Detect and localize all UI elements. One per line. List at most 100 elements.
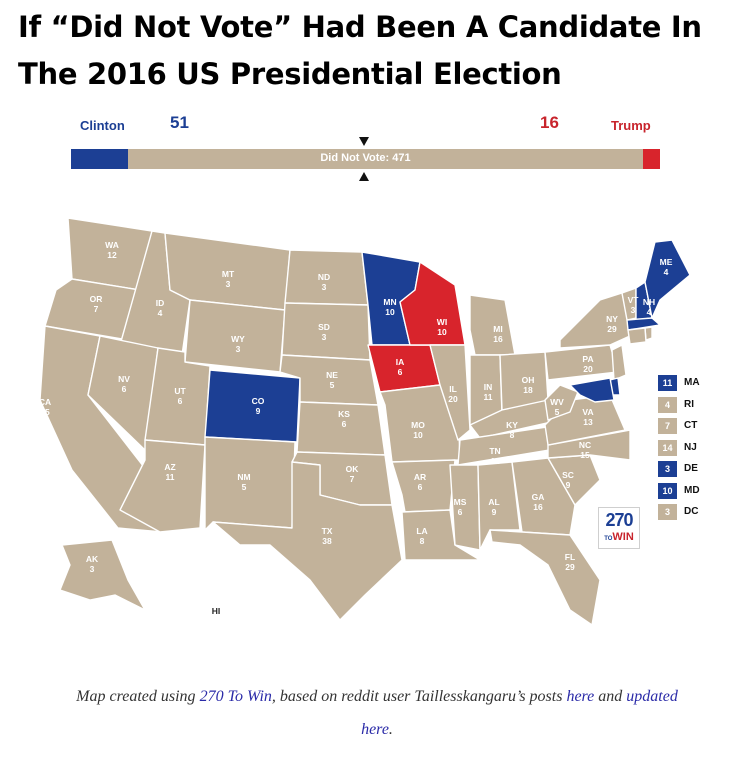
state-label-sd: SD 3 <box>318 322 330 342</box>
caption-middle: , based on reddit user Taillesskangaru’s… <box>271 688 567 705</box>
state-la[interactable] <box>401 509 481 561</box>
legend-ev-ct: 7 <box>658 418 677 434</box>
clinton-electoral-votes: 51 <box>170 113 189 132</box>
legend-ev-dc: 3 <box>658 504 677 520</box>
legend-row-nj[interactable]: 14 NJ <box>658 439 718 458</box>
logo-number: 270 <box>605 510 633 530</box>
state-label-wa: WA 12 <box>105 240 119 260</box>
state-label-tn: TN 11 <box>489 446 500 466</box>
us-map: WA 12 OR 7 CA 55 ID 4 NV 6 MT 3 WY 3 UT 6 AZ 11 CO 9 NM 5 ND 3 S… <box>39 217 691 626</box>
state-ct[interactable] <box>627 327 647 345</box>
state-label-nc: NC 15 <box>579 440 591 460</box>
legend-label-md: MD <box>684 484 700 496</box>
state-md[interactable] <box>569 377 615 403</box>
state-label-wv: WV 5 <box>550 397 564 417</box>
state-label-nm: NM 5 <box>237 472 250 492</box>
state-nj[interactable] <box>611 344 627 381</box>
legend-ev-nj: 14 <box>658 439 677 456</box>
state-wi[interactable] <box>399 261 466 346</box>
state-label-la: LA 8 <box>416 526 427 546</box>
midpoint-marker-top-icon <box>359 137 369 146</box>
title-line-1: If “Did Not Vote” Had Been A Candidate I… <box>18 10 702 44</box>
state-nc[interactable] <box>547 429 631 461</box>
state-label-ky: KY 8 <box>506 420 518 440</box>
link-here[interactable]: here <box>566 688 595 705</box>
state-label-fl: FL 29 <box>565 552 575 572</box>
caption-and: and <box>594 688 627 705</box>
legend-ev-ri: 4 <box>658 396 677 413</box>
state-label-vt: VT 3 <box>628 295 640 315</box>
legend-row-ct[interactable]: 7 CT <box>658 418 718 436</box>
state-nm[interactable] <box>204 436 296 531</box>
state-label-nh: NH 4 <box>643 297 655 317</box>
270-to-win-logo: 270 TOWIN <box>598 507 640 549</box>
state-label-il: IL 20 <box>448 384 458 404</box>
state-label-va: VA 13 <box>582 407 593 427</box>
state-label-nd: ND 3 <box>318 272 330 292</box>
state-label-ok: OK 7 <box>346 464 360 484</box>
link-here-2[interactable]: here <box>361 721 389 738</box>
legend-label-ct: CT <box>684 420 698 431</box>
state-label-ut: UT 6 <box>174 386 186 406</box>
state-label-in: IN 11 <box>484 382 493 402</box>
state-label-hi: HI <box>212 606 221 616</box>
legend-ev-ma: 11 <box>658 375 677 391</box>
state-label-al: AL 9 <box>488 497 499 517</box>
state-label-ak: AK 3 <box>86 554 99 574</box>
state-label-wi: WI 10 <box>437 317 447 337</box>
legend-row-de[interactable]: 3 DE <box>658 461 718 479</box>
logo-small: TO <box>604 536 613 542</box>
chart-title: If “Did Not Vote” Had Been A Candidate I… <box>18 4 748 98</box>
state-ar[interactable] <box>391 459 456 513</box>
state-label-co: CO 9 <box>252 396 265 416</box>
state-label-nv: NV 6 <box>118 374 130 394</box>
state-ny[interactable] <box>559 292 633 349</box>
legend-label-de: DE <box>684 463 698 474</box>
state-fl[interactable] <box>489 529 601 626</box>
state-label-mi: MI 16 <box>493 324 503 344</box>
state-ga[interactable] <box>511 457 576 536</box>
state-label-ny: NY 29 <box>606 314 618 334</box>
map-caption: Map created using 270 To Win, based on r… <box>10 680 744 746</box>
state-wv[interactable] <box>544 384 579 421</box>
bar-label-did-not-vote: Did Not Vote: 471 <box>320 152 411 164</box>
state-label-mt: MT 3 <box>222 269 235 289</box>
state-ma[interactable] <box>626 317 661 331</box>
legend-row-ri[interactable]: 4 RI <box>658 396 718 415</box>
link-270-to-win[interactable]: 270 To Win <box>199 688 272 705</box>
state-ms[interactable] <box>449 464 481 551</box>
trump-electoral-votes: 16 <box>540 113 559 132</box>
state-label-ia: IA 6 <box>396 357 405 377</box>
electoral-vote-bar: Did Not Vote: 471 <box>71 149 660 169</box>
state-label-az: AZ 11 <box>164 462 175 482</box>
legend-row-dc[interactable]: 3 DC <box>658 504 718 522</box>
state-co[interactable] <box>204 369 301 443</box>
trump-name: Trump <box>611 118 651 133</box>
state-label-or: OR 7 <box>90 294 103 314</box>
legend-row-ma[interactable]: 11 MA <box>658 375 718 393</box>
state-label-oh: OH 18 <box>522 375 535 395</box>
legend-row-md[interactable]: 10 MD <box>658 482 718 501</box>
bar-segment-clinton <box>71 149 128 169</box>
legend-ev-md: 10 <box>658 482 677 499</box>
caption-end: . <box>388 721 393 738</box>
bar-segment-trump <box>643 149 660 169</box>
state-tx[interactable] <box>212 461 403 621</box>
state-ia[interactable] <box>367 344 441 393</box>
state-al[interactable] <box>477 461 521 551</box>
state-label-ks: KS 6 <box>338 409 350 429</box>
state-label-mn: MN 10 <box>383 297 396 317</box>
state-label-wy: WY 3 <box>231 334 245 354</box>
state-label-me: ME 4 <box>660 257 673 277</box>
state-label-ms: MS 6 <box>454 497 467 517</box>
state-il[interactable] <box>429 344 471 441</box>
state-ak[interactable] <box>59 539 146 611</box>
state-label-ga: GA 16 <box>532 492 545 512</box>
state-label-tx: TX 38 <box>322 526 333 546</box>
legend-label-dc: DC <box>684 506 699 517</box>
legend-ev-de: 3 <box>658 461 677 477</box>
link-updated[interactable]: updated <box>626 688 678 705</box>
caption-prefix: Map created using <box>76 688 200 705</box>
state-label-ne: NE 5 <box>326 370 338 390</box>
state-label-id: ID 4 <box>156 298 165 318</box>
